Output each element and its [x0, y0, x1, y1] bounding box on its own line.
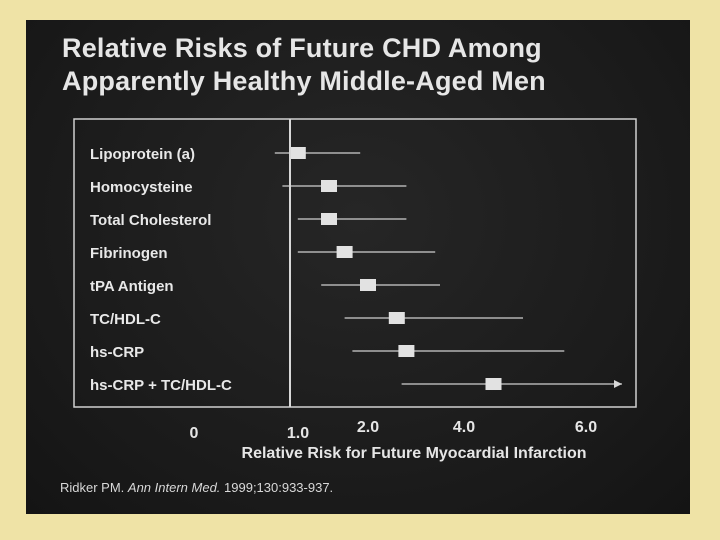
citation-journal: Ann Intern Med.	[127, 480, 221, 495]
forest-row: TC/HDL-C	[90, 311, 523, 328]
point-estimate	[398, 345, 415, 357]
point-estimate	[360, 279, 376, 291]
chart-title: Relative Risks of Future CHD Among Appar…	[62, 32, 672, 98]
x-tick-label: 1.0	[287, 425, 309, 442]
citation-author: Ridker PM.	[60, 480, 128, 495]
forest-row: Fibrinogen	[90, 245, 436, 262]
forest-row: hs-CRP	[90, 344, 565, 361]
x-tick-label: 6.0	[575, 419, 597, 436]
point-estimate	[321, 180, 337, 192]
point-estimate	[485, 378, 502, 390]
citation-details: 1999;130:933-937.	[220, 480, 334, 495]
forest-row: Total Cholesterol	[90, 212, 407, 229]
forest-row: Lipoprotein (a)	[90, 146, 361, 163]
row-label: TC/HDL-C	[90, 311, 161, 328]
forest-row: tPA Antigen	[90, 278, 440, 295]
x-tick-label: 4.0	[453, 419, 475, 436]
x-tick-label: 0	[190, 425, 199, 442]
row-label: hs-CRP	[90, 344, 144, 361]
row-label: Total Cholesterol	[90, 212, 211, 229]
point-estimate	[388, 312, 405, 324]
plot-frame	[73, 118, 637, 408]
citation: Ridker PM. Ann Intern Med. 1999;130:933-…	[60, 480, 333, 495]
x-axis-label: Relative Risk for Future Myocardial Infa…	[242, 445, 587, 462]
forest-row: Homocysteine	[90, 179, 407, 196]
row-label: Homocysteine	[90, 179, 193, 196]
row-label: hs-CRP + TC/HDL-C	[90, 377, 232, 394]
title-line-2: Apparently Healthy Middle-Aged Men	[62, 66, 546, 96]
slide: Relative Risks of Future CHD Among Appar…	[26, 20, 690, 514]
point-estimate	[336, 246, 353, 258]
ci-arrow-icon	[614, 380, 622, 388]
title-line-1: Relative Risks of Future CHD Among	[62, 33, 542, 63]
row-label: tPA Antigen	[90, 278, 174, 295]
forest-plot: Lipoprotein (a) Homocysteine Total Cholest…	[73, 118, 637, 462]
x-tick-label: 2.0	[357, 419, 379, 436]
row-label: Lipoprotein (a)	[90, 146, 195, 163]
point-estimate	[289, 147, 306, 159]
point-estimate	[321, 213, 337, 225]
forest-row: hs-CRP + TC/HDL-C	[90, 377, 622, 394]
row-label: Fibrinogen	[90, 245, 168, 262]
